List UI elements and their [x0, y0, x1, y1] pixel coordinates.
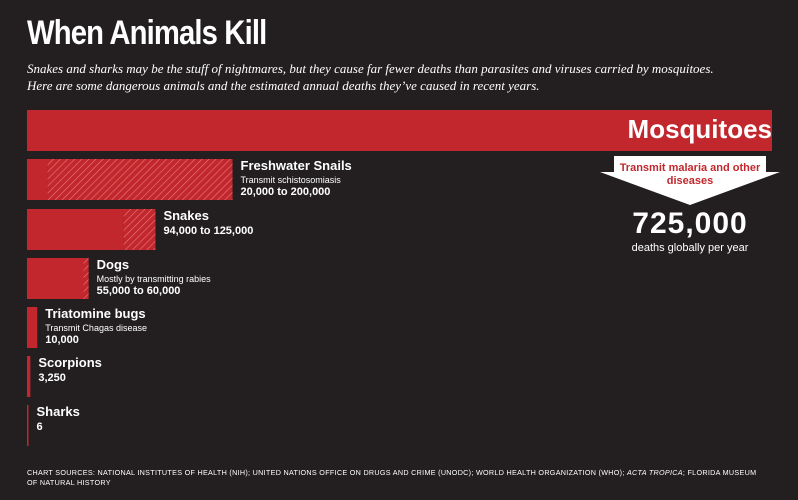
- note-freshwater-snails: Transmit schistosomiasis: [240, 175, 341, 185]
- bar-dogs: [27, 258, 84, 299]
- label-scorpions: Scorpions: [38, 355, 102, 370]
- value-sharks: 6: [36, 421, 43, 433]
- bar-triatomine-bugs: [27, 307, 38, 348]
- mosquito-deaths-caption: deaths globally per year: [631, 242, 749, 254]
- bar-range-dogs: [83, 258, 89, 299]
- bar-range-freshwater-snails: [47, 159, 233, 200]
- chart-subtitle: Snakes and sharks may be the stuff of ni…: [27, 61, 714, 93]
- chart-title: When Animals Kill: [27, 14, 267, 52]
- note-dogs: Mostly by transmitting rabies: [96, 274, 211, 284]
- mosquito-deaths-number: 725,000: [632, 207, 748, 240]
- mosquitoes-label: Mosquitoes: [627, 114, 772, 144]
- bar-range-snakes: [123, 209, 156, 250]
- sources-italic: ACTA TROPICA: [626, 468, 683, 477]
- callout-arrow: [600, 156, 780, 205]
- bar-scorpions: [27, 356, 31, 397]
- label-freshwater-snails: Freshwater Snails: [240, 158, 352, 173]
- value-snakes: 94,000 to 125,000: [163, 225, 254, 237]
- bar-sharks: [27, 405, 29, 446]
- bar-snakes: [27, 209, 124, 250]
- note-triatomine-bugs: Transmit Chagas disease: [45, 323, 147, 333]
- value-triatomine-bugs: 10,000: [45, 334, 79, 346]
- bar-freshwater-snails: [27, 159, 48, 200]
- sources-suffix: ; FLORIDA MUSEUM OF NATURAL HISTORY: [27, 468, 757, 487]
- bar-mosquitoes: [27, 110, 772, 151]
- label-sharks: Sharks: [36, 404, 80, 419]
- value-scorpions: 3,250: [38, 372, 66, 384]
- value-freshwater-snails: 20,000 to 200,000: [240, 186, 331, 198]
- label-triatomine-bugs: Triatomine bugs: [45, 306, 146, 321]
- callout-arrow-text: Transmit malaria and other diseases: [619, 162, 761, 187]
- label-snakes: Snakes: [163, 208, 209, 223]
- label-dogs: Dogs: [96, 257, 130, 272]
- chart-sources: CHART SOURCES: NATIONAL INSTITUTES OF HE…: [27, 468, 767, 488]
- value-dogs: 55,000 to 60,000: [96, 285, 181, 297]
- sources-prefix: CHART SOURCES: NATIONAL INSTITUTES OF HE…: [27, 468, 627, 477]
